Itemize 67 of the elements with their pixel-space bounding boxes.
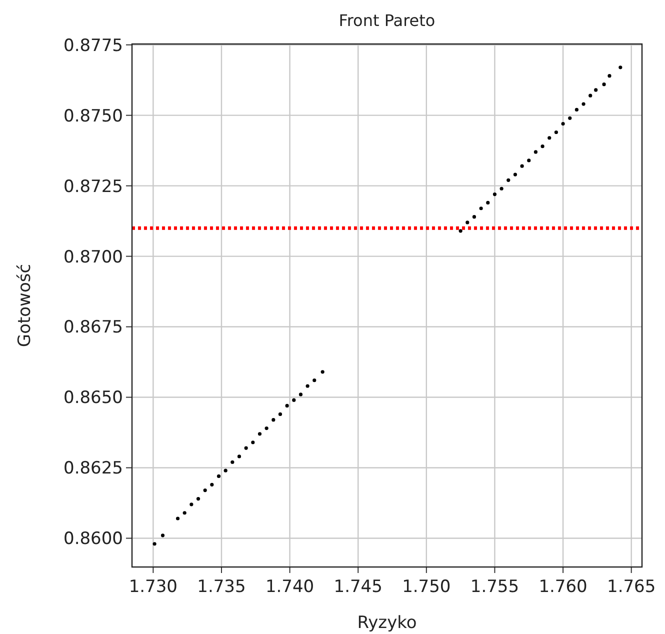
y-axis-title: Gotowość [15,264,35,348]
point [258,432,262,436]
point [527,158,531,162]
point [608,74,612,78]
point [190,502,194,506]
point [278,412,282,416]
x-tick-label: 1.760 [538,577,588,597]
point [618,66,622,70]
x-tick-label: 1.750 [402,577,451,597]
point [312,378,316,382]
point [479,206,483,210]
point [540,144,544,148]
point [513,172,518,176]
point [203,488,207,492]
point [298,392,303,396]
x-tick-label: 1.745 [334,577,382,597]
x-tick-label: 1.740 [265,577,314,597]
point [176,516,180,520]
point [520,164,524,168]
point [466,220,470,224]
point [210,482,214,486]
point [320,370,324,374]
point [237,454,242,458]
point [582,102,586,106]
point [548,136,552,140]
y-tick-label: 0.8775 [64,36,123,56]
y-tick-label: 0.8725 [64,176,123,197]
x-tick-label: 1.730 [128,577,178,597]
point [216,474,221,478]
y-tick-label: 0.8625 [64,458,123,479]
point [251,440,255,444]
y-tick-label: 0.8750 [64,106,123,126]
point [224,468,228,472]
point [602,82,606,86]
point [561,122,565,126]
x-tick-label: 1.735 [197,577,246,597]
point [594,88,598,92]
y-tick-label: 0.8700 [64,247,123,268]
x-tick-label: 1.755 [470,577,520,597]
point [306,384,310,388]
point [264,426,268,430]
point [152,542,156,546]
x-axis-title: Ryzyko [357,613,417,633]
point [492,192,497,196]
point [285,404,289,408]
x-tick-label: 1.765 [607,577,656,597]
point [568,116,572,120]
point [244,446,248,450]
point [588,94,592,98]
point [554,130,558,134]
chart-title: Front Pareto [338,11,436,30]
point [272,418,276,422]
y-tick-label: 0.8675 [64,318,123,338]
point [160,534,165,538]
point [230,460,234,464]
y-tick-label: 0.8600 [64,529,123,550]
point [196,496,200,501]
y-tick-label: 0.8650 [64,388,123,408]
point [486,200,490,205]
point [506,178,510,182]
point [182,511,186,515]
point [500,186,504,190]
point [472,215,476,219]
point [534,150,538,154]
point [574,108,578,112]
point [458,229,462,233]
point [292,398,296,402]
